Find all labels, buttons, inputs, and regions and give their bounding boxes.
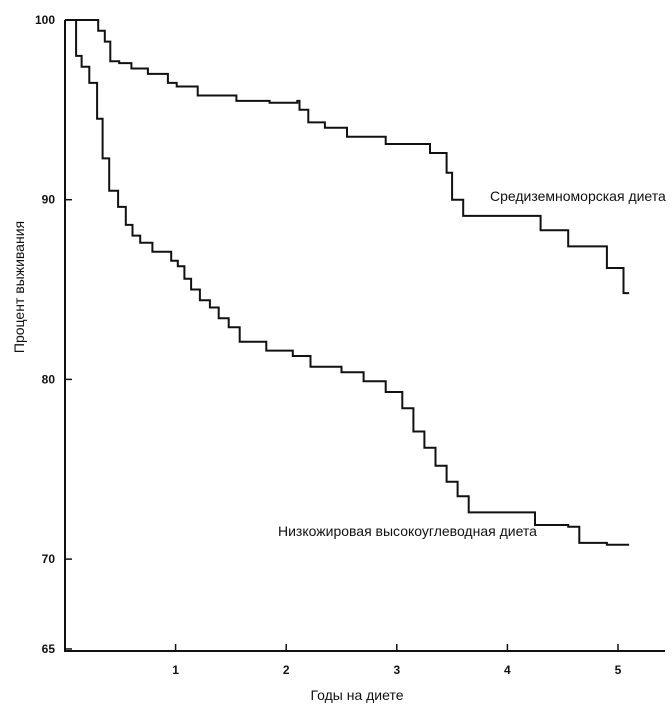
- x-tick-label: 5: [615, 663, 622, 677]
- series-label-mediterranean: Средиземноморская диета: [490, 188, 666, 204]
- mediterranean-diet-curve: [65, 19, 630, 295]
- y-tick-label: 65: [42, 642, 56, 656]
- x-tick-label: 2: [283, 663, 290, 677]
- lowfat-diet-curve: [65, 19, 630, 546]
- x-tick-label: 1: [172, 663, 179, 677]
- y-tick-label: 100: [35, 13, 55, 27]
- series-label-lowfat: Низкожировая высокоуглеводная диета: [278, 523, 537, 539]
- y-tick-label: 70: [42, 552, 56, 566]
- x-axis-title: Годы на диете: [310, 687, 403, 703]
- x-tick-label: 4: [504, 663, 511, 677]
- x-tick-label: 3: [393, 663, 400, 677]
- y-axis-title: Процент выживания: [11, 221, 27, 353]
- y-tick-label: 90: [42, 193, 56, 207]
- y-tick-label: 80: [42, 372, 56, 386]
